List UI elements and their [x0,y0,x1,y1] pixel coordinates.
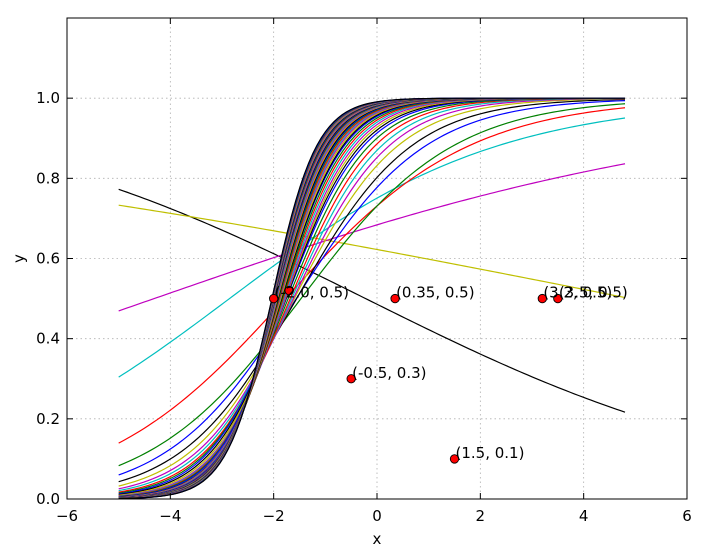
y-tick-label: 1.0 [36,89,60,107]
x-tick-label: −2 [263,507,285,525]
y-tick-label: 0.6 [36,250,60,268]
data-point-7 [449,454,460,464]
x-tick-label: −4 [159,507,181,525]
data-point-4 [537,293,547,304]
point-annotation: (3.2, 0.5) [543,284,612,302]
x-tick-label: 6 [682,507,692,525]
point-annotation: (-2.0, 0.5) [275,284,349,302]
series-line-8 [118,98,626,483]
y-tick-label: 0.0 [36,490,60,508]
point-annotation: (-0.5, 0.3) [352,364,426,382]
series-group [118,97,626,499]
y-axis-label: y [10,254,28,263]
series-line-2 [118,204,626,299]
series-line-7 [118,100,626,476]
x-tick-label: 0 [372,507,382,525]
point-annotation: (0.35, 0.5) [396,284,475,302]
data-point-5 [553,293,563,304]
plot-area [118,97,626,499]
data-point-6 [346,374,356,384]
data-point-3 [390,293,400,304]
series-line-1 [118,188,626,413]
series-line-10 [118,97,626,490]
point-annotation: (1.5, 0.1) [456,444,525,462]
annotations-group: (-2.0, 0.5) (0.35, 0.5) (3.2, 0.5)(3.5, 0.… [275,284,628,462]
x-tick-label: 4 [579,507,589,525]
series-line-4 [118,117,626,378]
x-axis-label: x [373,530,382,548]
series-line-50 [118,97,625,499]
series-line-3 [118,163,626,312]
data-point-2 [284,285,294,296]
data-point-1 [269,293,279,304]
ticks-group: −6 −4 −2 0 2 4 6 0.0 0.2 0.4 0.6 0.8 1.0 [36,18,692,525]
y-tick-label: 0.2 [36,410,60,428]
series-line-9 [118,98,626,487]
x-tick-label: 2 [476,507,486,525]
points-group [269,285,563,464]
y-tick-label: 0.8 [36,169,60,187]
series-line-5 [118,107,626,444]
point-annotation: (3.5, 0.5) [559,284,628,302]
y-tick-label: 0.4 [36,330,60,348]
series-line-6 [118,103,626,467]
x-tick-label: −6 [56,507,78,525]
